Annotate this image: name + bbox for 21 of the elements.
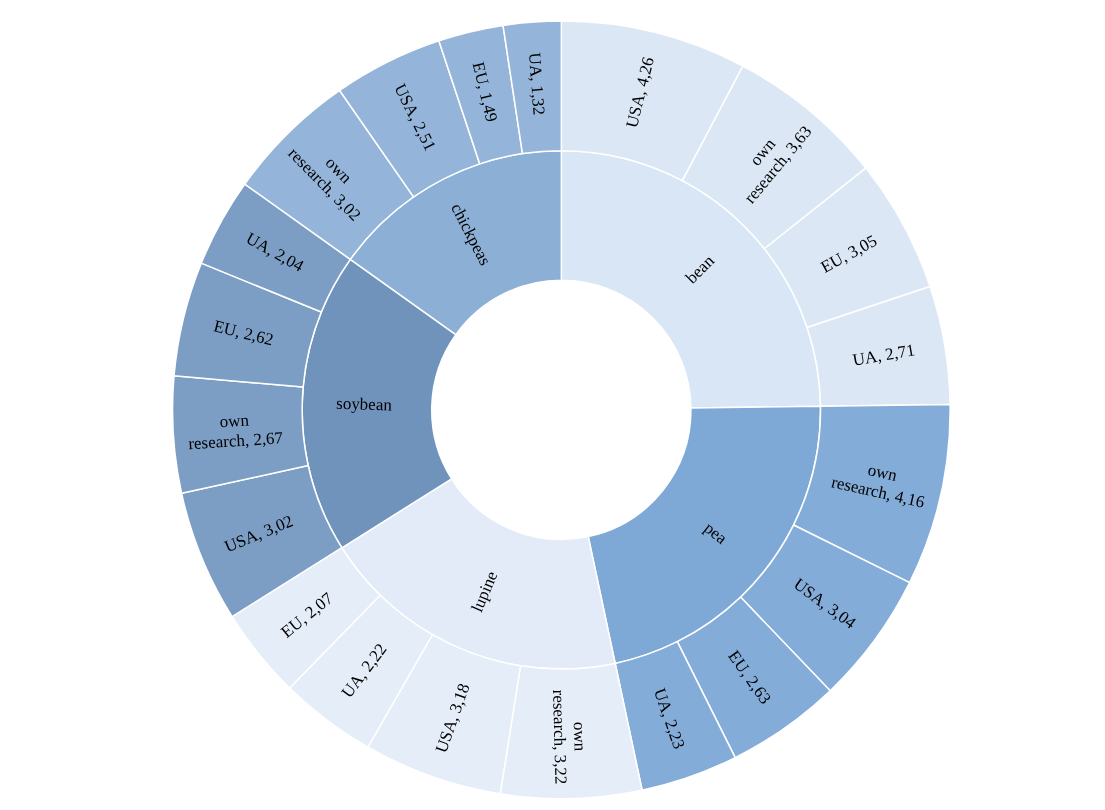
slice-label: soybean (335, 393, 393, 415)
slice-label: USA, 3,02 (221, 511, 296, 557)
slice-label: own research, 3,22 (549, 689, 590, 785)
slice-label: UA, 2,71 (851, 340, 917, 370)
slice-label: own research, 2,67 (187, 410, 285, 454)
slice-label: bean (681, 250, 719, 288)
slice-label: UA, 2,22 (337, 639, 391, 702)
slice-label: EU, 3,05 (817, 231, 881, 277)
slice-label: EU, 2,07 (277, 588, 337, 642)
slice-label: EU, 2,63 (724, 646, 775, 708)
slice-label: own research, 4,16 (829, 460, 927, 512)
slice-label: lupine (467, 568, 502, 615)
slice-label: USA, 3,18 (431, 680, 474, 756)
slice-label: UA, 1,32 (524, 51, 549, 116)
slice-label: EU, 1,49 (468, 60, 502, 124)
slice-label: USA, 4,26 (622, 55, 658, 130)
slice-label: UA, 2,23 (649, 685, 689, 752)
slice-label: USA, 2,51 (390, 80, 440, 154)
slice-label: EU, 2,62 (211, 316, 276, 350)
slice-label: UA, 2,04 (242, 228, 308, 276)
slice-label: pea (700, 518, 732, 549)
